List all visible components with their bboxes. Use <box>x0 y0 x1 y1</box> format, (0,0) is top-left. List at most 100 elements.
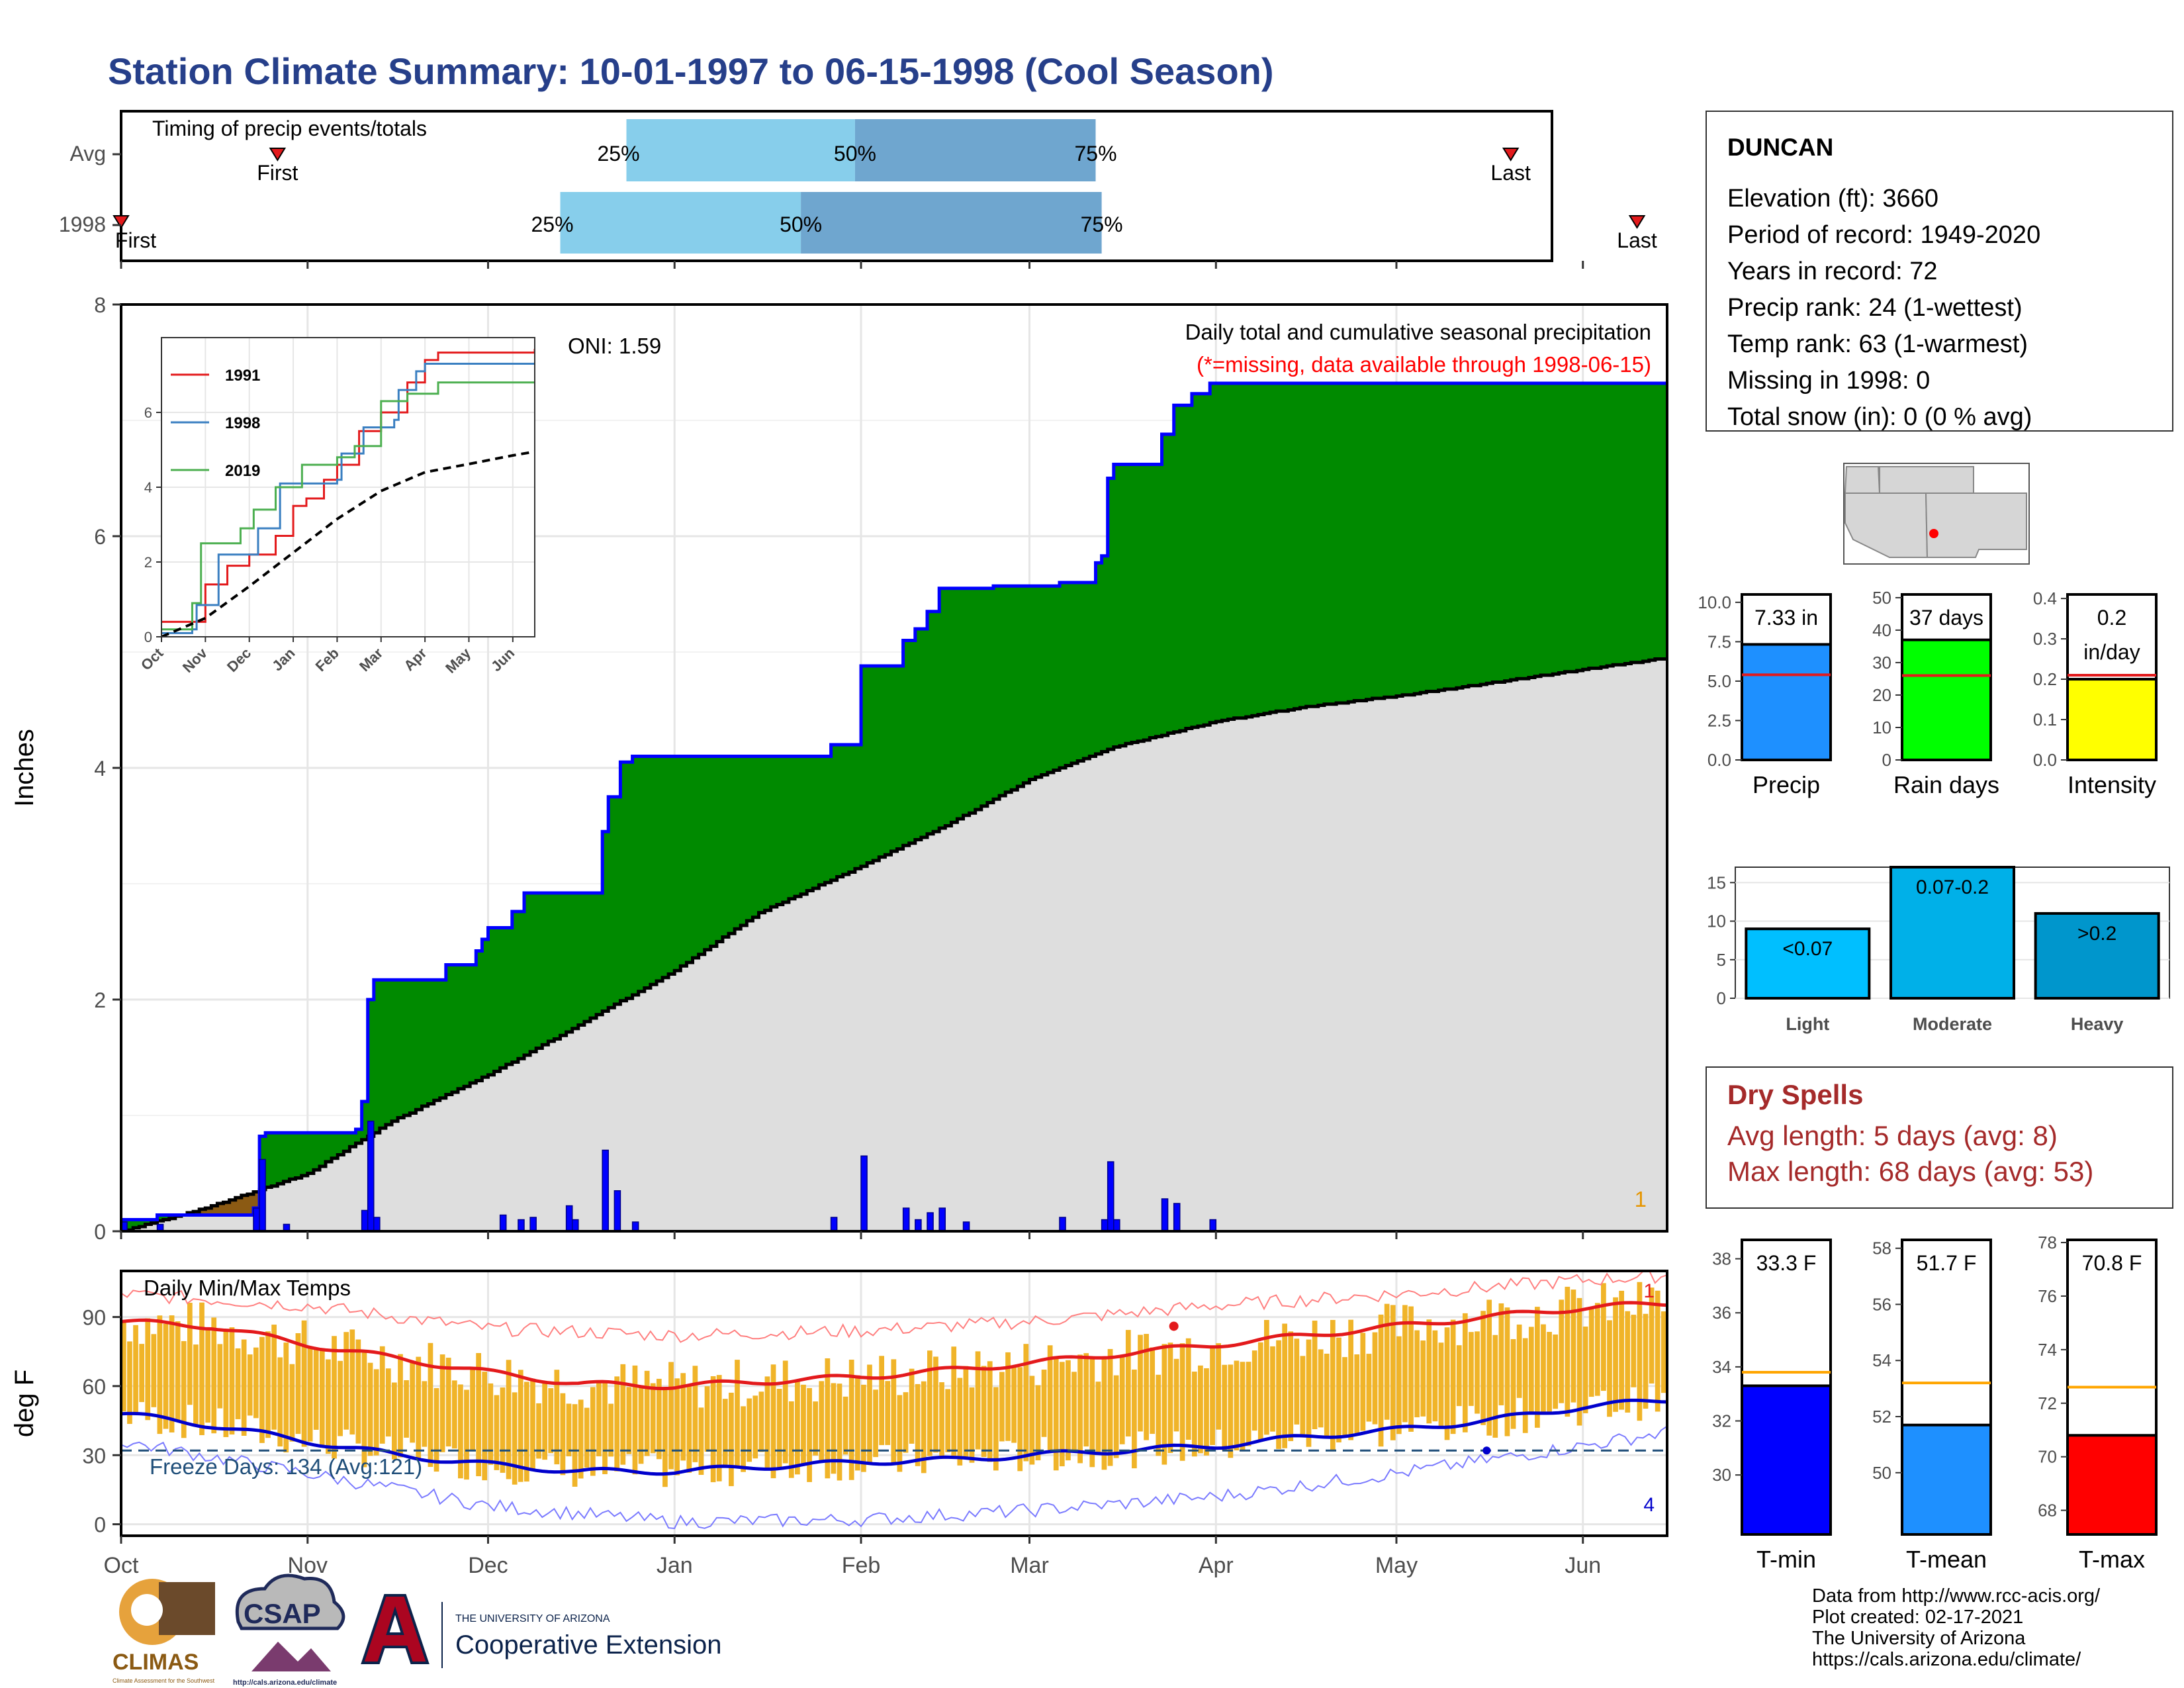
daily-precip-bar <box>830 1217 838 1231</box>
daily-temp-bar <box>247 1354 253 1416</box>
daily-temp-bar <box>277 1357 283 1447</box>
daily-temp-bar <box>795 1380 800 1475</box>
daily-precip-bar <box>1059 1217 1066 1231</box>
temps-title: Daily Min/Max Temps <box>144 1276 351 1300</box>
daily-precip-bar <box>283 1223 291 1231</box>
daily-temp-bar <box>747 1398 752 1462</box>
daily-temp-bar <box>602 1383 608 1474</box>
timing-q25-q50-bar <box>626 119 855 181</box>
summary-y-tick-label: 72 <box>2038 1393 2057 1413</box>
inset-lines <box>161 348 535 637</box>
daily-temp-bar <box>133 1325 138 1415</box>
dry-spells-title: Dry Spells <box>1727 1079 1863 1110</box>
footer-line-url: https://cals.arizona.edu/climate/ <box>1812 1649 2081 1670</box>
timing-last-marker <box>1628 215 1646 229</box>
daily-temp-bar <box>704 1386 710 1452</box>
daily-temp-bar <box>716 1375 722 1481</box>
summary-chart-rain-days: 0 10 20 30 40 50 37 days Rain days <box>1872 588 1999 798</box>
locator-map <box>1843 463 2030 565</box>
precip-chart-subtitle: (*=missing, data available through 1998-… <box>1197 352 1651 377</box>
daily-temp-bar <box>656 1378 662 1460</box>
station-name: DUNCAN <box>1727 134 1833 161</box>
daily-temp-bar <box>367 1362 373 1456</box>
daily-temp-bar <box>1378 1314 1384 1447</box>
daily-temp-bar <box>909 1368 915 1444</box>
daily-temp-bar <box>542 1382 547 1460</box>
inset-series-line-avg <box>161 450 535 637</box>
daily-precip-bar <box>902 1207 910 1231</box>
daily-temp-bar <box>361 1350 367 1468</box>
daily-temp-bar <box>404 1380 409 1438</box>
daily-temp-bar <box>332 1336 337 1459</box>
daily-temp-bar <box>957 1378 963 1466</box>
climas-logo-block <box>159 1582 215 1635</box>
daily-temp-bar <box>596 1382 602 1457</box>
daily-temp-bar <box>1023 1344 1029 1462</box>
daily-temp-bar <box>1234 1360 1240 1451</box>
inset-legend-label: 1998 <box>225 414 260 432</box>
daily-temp-bar <box>1661 1311 1666 1393</box>
daily-temp-bar <box>921 1381 927 1474</box>
daily-temp-bar <box>741 1406 746 1472</box>
daily-temp-bar <box>650 1383 656 1454</box>
footer-line-source: Data from http://www.rcc-acis.org/ <box>1812 1585 2101 1607</box>
daily-precip-bar <box>156 1223 164 1231</box>
daily-temp-bar <box>1348 1319 1353 1440</box>
logos: CLIMAS Climate Assessment for the Southw… <box>113 1573 721 1687</box>
freeze-days-label: Freeze Days: 134 (Avg:121) <box>150 1454 422 1479</box>
timing-first-label: First <box>257 161 298 185</box>
daily-temp-bar <box>722 1399 728 1468</box>
daily-temp-bar <box>566 1403 572 1457</box>
timing-labels: 25% 50% 75% First Last 25% 50% 75% First Last <box>113 142 1657 269</box>
temps-axes: 0 30 60 90 Oct Nov Dec Jan Feb Mar Apr May Jun <box>82 1306 1601 1578</box>
daily-precip-bar <box>1113 1219 1120 1231</box>
station-line-elevation: Elevation (ft): 3660 <box>1727 185 1938 212</box>
daily-precip-bar <box>565 1205 573 1231</box>
daily-temp-bar <box>1649 1288 1655 1384</box>
climas-logo-inner <box>131 1594 163 1626</box>
daily-temp-bar <box>1029 1376 1035 1465</box>
daily-temp-bar <box>1228 1364 1234 1458</box>
daily-temp-bar <box>1107 1348 1113 1466</box>
summary-y-tick-label: 36 <box>1712 1303 1731 1323</box>
timing-q50-label: 50% <box>834 142 876 165</box>
daily-temp-bar <box>1095 1382 1101 1452</box>
daily-temp-bar <box>265 1331 271 1438</box>
map-new-mexico <box>1925 492 2027 558</box>
daily-temp-bar <box>518 1370 523 1482</box>
daily-temp-bar <box>782 1360 788 1464</box>
daily-temp-bar <box>343 1332 349 1430</box>
daily-temp-bar <box>1089 1357 1095 1468</box>
timing-q50-label: 50% <box>780 212 822 236</box>
daily-temp-bar <box>1330 1320 1336 1451</box>
daily-temp-bar <box>1167 1342 1173 1454</box>
daily-temp-bar <box>1366 1354 1372 1422</box>
daily-temp-bar <box>1179 1343 1185 1461</box>
daily-temp-bar <box>1101 1358 1107 1470</box>
station-line-years: Years in record: 72 <box>1727 258 1938 285</box>
precip-events-bars: 0 5 10 15 <0.07 Light 0.07-0.2 Moderate >0.2 Heav… <box>1707 866 2170 1034</box>
daily-temp-bar <box>1264 1319 1269 1435</box>
daily-temp-bar <box>307 1348 313 1442</box>
daily-temp-bar <box>1312 1321 1318 1429</box>
events-bar <box>1745 927 1871 1000</box>
daily-temp-bar <box>1306 1339 1312 1447</box>
summary-chart-t-min: 30 32 34 36 38 33.3 F T-min <box>1712 1239 1832 1573</box>
daily-temp-bar <box>891 1359 897 1465</box>
daily-temp-bar <box>157 1315 163 1434</box>
summary-y-tick-label: 32 <box>1712 1411 1731 1431</box>
timing-last-label: Last <box>1617 228 1657 252</box>
station-frame <box>1706 111 2173 432</box>
daily-temp-bar <box>1156 1374 1161 1456</box>
daily-temp-bar <box>428 1342 433 1468</box>
daily-temp-bar <box>1372 1332 1378 1425</box>
daily-precip-bars <box>121 1121 1217 1231</box>
events-category-label: Heavy <box>2071 1014 2124 1034</box>
summary-y-tick-label: 0.1 <box>2033 710 2057 729</box>
summary-value-label: 7.33 in <box>1754 606 1818 630</box>
footer-line-university: The University of Arizona <box>1812 1628 2026 1649</box>
daily-temp-bar <box>1059 1362 1065 1467</box>
daily-temp-bar <box>1426 1319 1432 1424</box>
daily-temp-bar <box>758 1391 764 1452</box>
daily-temp-bar <box>506 1360 512 1479</box>
